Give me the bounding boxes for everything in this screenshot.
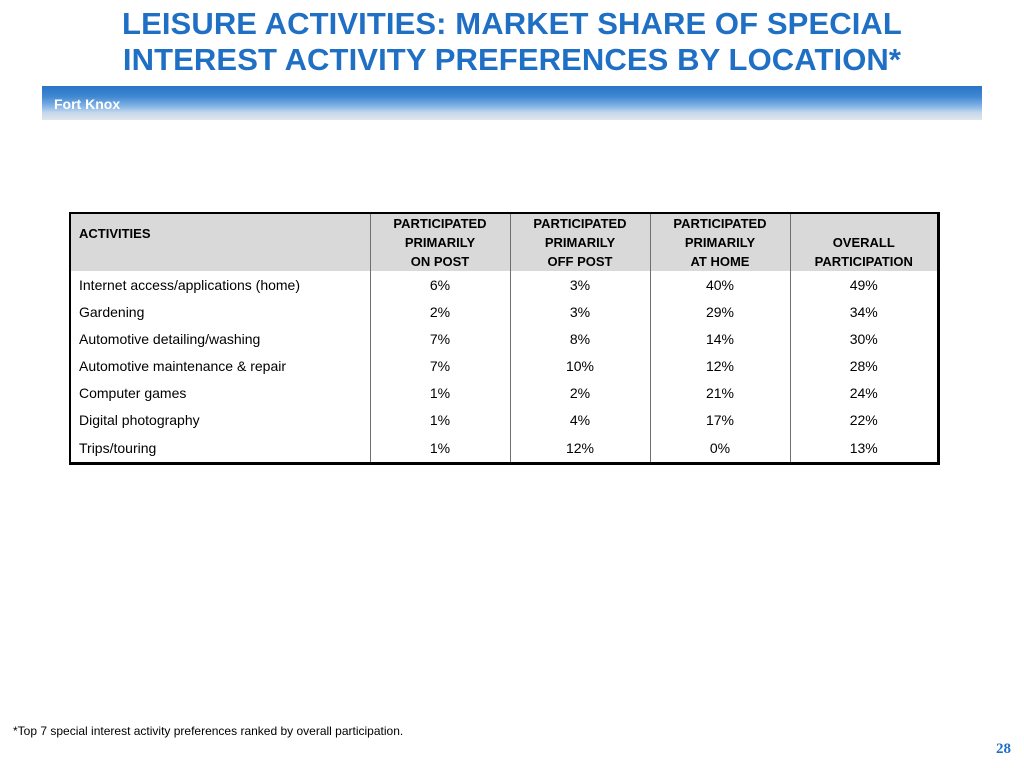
on-post-cell: 1% xyxy=(369,433,510,462)
off-post-cell: 4% xyxy=(509,406,650,433)
table-row: Gardening 2% 3% 29% 34% xyxy=(69,298,937,325)
at-home-cell: 40% xyxy=(649,271,790,298)
off-post-cell: 10% xyxy=(509,352,650,379)
header-off-post: PARTICIPATED PRIMARILY OFF POST xyxy=(509,212,650,271)
on-post-cell: 2% xyxy=(369,298,510,325)
header-at-home: PARTICIPATED PRIMARILY AT HOME xyxy=(649,212,790,271)
at-home-cell: 14% xyxy=(649,325,790,352)
on-post-cell: 7% xyxy=(369,352,510,379)
activity-cell: Automotive maintenance & repair xyxy=(69,352,370,379)
overall-cell: 49% xyxy=(789,271,937,298)
overall-cell: 28% xyxy=(789,352,937,379)
page-title-line-2: INTEREST ACTIVITY PREFERENCES BY LOCATIO… xyxy=(122,42,902,77)
activity-cell: Trips/touring xyxy=(69,433,370,462)
footnote: *Top 7 special interest activity prefere… xyxy=(13,724,404,738)
table-row: Automotive detailing/washing 7% 8% 14% 3… xyxy=(69,325,937,352)
on-post-cell: 6% xyxy=(369,271,510,298)
off-post-cell: 2% xyxy=(509,379,650,406)
at-home-cell: 29% xyxy=(649,298,790,325)
activity-cell: Internet access/applications (home) xyxy=(69,271,370,298)
header-line: ON POST xyxy=(410,254,470,269)
header-line: PRIMARILY xyxy=(404,235,476,250)
header-line: PARTICIPATED xyxy=(673,216,767,231)
on-post-cell: 1% xyxy=(369,379,510,406)
at-home-cell: 12% xyxy=(649,352,790,379)
activity-table: ACTIVITIES PARTICIPATED PRIMARILY ON POS… xyxy=(69,212,937,462)
overall-cell: 34% xyxy=(789,298,937,325)
table-row: Internet access/applications (home) 6% 3… xyxy=(69,271,937,298)
at-home-cell: 21% xyxy=(649,379,790,406)
table-row: Trips/touring 1% 12% 0% 13% xyxy=(69,433,937,462)
activity-cell: Automotive detailing/washing xyxy=(69,325,370,352)
header-line: PARTICIPATION xyxy=(814,254,913,269)
header-line: PRIMARILY xyxy=(544,235,616,250)
at-home-cell: 17% xyxy=(649,406,790,433)
activity-cell: Computer games xyxy=(69,379,370,406)
header-activities: ACTIVITIES xyxy=(69,212,370,271)
activity-cell: Digital photography xyxy=(69,406,370,433)
page-title: LEISURE ACTIVITIES: MARKET SHARE OF SPEC… xyxy=(40,6,984,78)
header-line: AT HOME xyxy=(690,254,750,269)
off-post-cell: 3% xyxy=(509,298,650,325)
page-title-line-1: LEISURE ACTIVITIES: MARKET SHARE OF SPEC… xyxy=(122,6,902,41)
header-line: PARTICIPATED xyxy=(533,216,627,231)
at-home-cell: 0% xyxy=(649,433,790,462)
header-line: PARTICIPATED xyxy=(393,216,487,231)
location-banner: Fort Knox xyxy=(42,86,982,120)
header-line: OFF POST xyxy=(547,254,613,269)
header-overall-participation: OVERALL PARTICIPATION xyxy=(789,212,937,271)
header-line: OVERALL xyxy=(832,235,895,250)
overall-cell: 13% xyxy=(789,433,937,462)
table-header-row: ACTIVITIES PARTICIPATED PRIMARILY ON POS… xyxy=(69,212,937,271)
overall-cell: 22% xyxy=(789,406,937,433)
activity-table-frame: ACTIVITIES PARTICIPATED PRIMARILY ON POS… xyxy=(69,212,940,465)
location-label: Fort Knox xyxy=(54,96,121,112)
off-post-cell: 3% xyxy=(509,271,650,298)
header-line: PRIMARILY xyxy=(684,235,756,250)
table-row: Automotive maintenance & repair 7% 10% 1… xyxy=(69,352,937,379)
table-row: Computer games 1% 2% 21% 24% xyxy=(69,379,937,406)
page-number: 28 xyxy=(996,741,1011,757)
table-row: Digital photography 1% 4% 17% 22% xyxy=(69,406,937,433)
overall-cell: 30% xyxy=(789,325,937,352)
activity-cell: Gardening xyxy=(69,298,370,325)
on-post-cell: 7% xyxy=(369,325,510,352)
on-post-cell: 1% xyxy=(369,406,510,433)
overall-cell: 24% xyxy=(789,379,937,406)
header-line: ACTIVITIES xyxy=(79,226,151,241)
header-on-post: PARTICIPATED PRIMARILY ON POST xyxy=(369,212,510,271)
off-post-cell: 12% xyxy=(509,433,650,462)
off-post-cell: 8% xyxy=(509,325,650,352)
